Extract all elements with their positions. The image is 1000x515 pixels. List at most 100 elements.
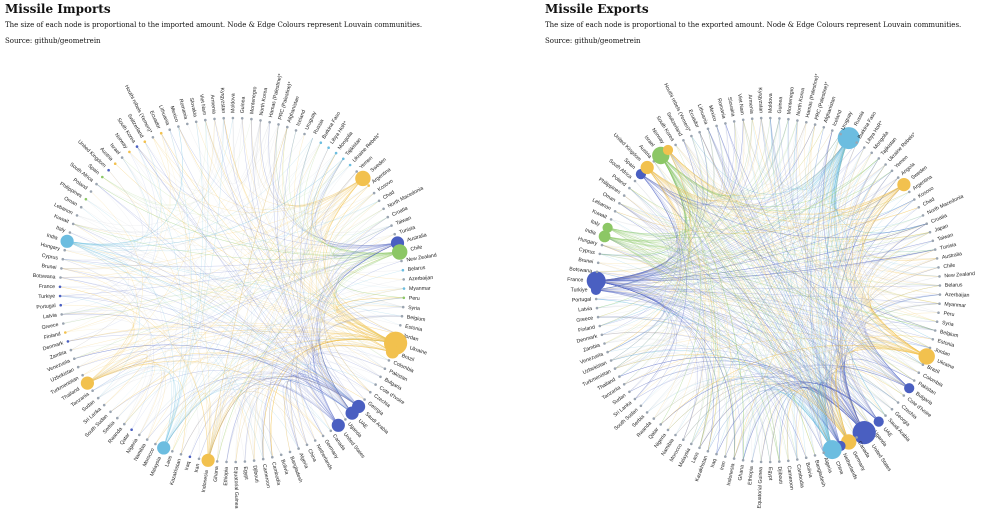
node-united-states <box>331 418 345 432</box>
chord-edge <box>216 251 400 462</box>
imports-title: Missile Imports <box>5 2 111 16</box>
chord-edge <box>786 393 833 461</box>
chord-edge <box>733 184 905 459</box>
chord-edge <box>842 223 927 433</box>
chord-edge <box>136 146 183 448</box>
node-romania <box>186 122 189 126</box>
chord-edge <box>647 167 849 443</box>
node-croatia <box>925 222 928 225</box>
chord-edge <box>61 122 270 315</box>
chord-edge <box>596 280 735 459</box>
label-peru: Peru <box>943 311 955 318</box>
chord-edge <box>699 132 865 433</box>
chord-edge <box>805 127 833 450</box>
chord-edge <box>284 338 396 452</box>
label-portugal: Portugal <box>572 297 592 304</box>
chord-edge <box>792 120 833 450</box>
chord-edge <box>660 155 833 450</box>
chord-edge <box>217 339 396 462</box>
chord-edge <box>831 138 910 389</box>
node-moldova <box>769 116 772 120</box>
node-switzerland <box>143 140 147 143</box>
chord-edge <box>871 240 936 263</box>
chord-edge <box>74 251 400 359</box>
node-serbia <box>645 411 649 414</box>
label-cameroon: Cameroon <box>261 464 271 489</box>
chord-edge <box>604 236 709 448</box>
chord-edge <box>607 158 879 238</box>
chord-edge <box>262 339 396 460</box>
chord-edge <box>334 225 400 261</box>
chord-edge <box>334 319 399 344</box>
label-botswana: Botswana <box>33 273 56 281</box>
chord-edge <box>67 158 344 247</box>
label-cyprus: Cyprus <box>578 247 596 256</box>
chord-edge <box>292 138 353 414</box>
chord-edge <box>596 223 927 282</box>
chord-edge <box>298 142 369 214</box>
chord-edge <box>660 125 726 198</box>
chord-edge <box>60 295 353 414</box>
label-djibouti: Djibouti <box>251 465 259 483</box>
chord-edge <box>67 241 359 407</box>
node-cote-d-ivoire <box>374 383 377 386</box>
chord-edge <box>660 155 919 373</box>
chord-edge <box>667 149 886 416</box>
chord-edge <box>268 122 398 246</box>
node-chile <box>937 266 940 269</box>
label-new-zealand: New Zealand <box>406 252 437 263</box>
node-iceland <box>831 129 834 132</box>
label-cambodia: Cambodia <box>795 464 805 488</box>
chord-edge <box>601 137 849 336</box>
chord-edge <box>596 298 910 389</box>
chord-edge <box>861 184 938 322</box>
chord-edge <box>601 173 679 336</box>
chord-edge <box>596 280 664 344</box>
chord-edge <box>316 216 388 414</box>
chord-edge <box>647 167 872 428</box>
chord-edge <box>318 242 398 414</box>
chord-edge <box>860 184 931 349</box>
chord-edge <box>770 117 879 422</box>
chord-edge <box>604 236 841 447</box>
label-equatorial-guinea: Equatorial Guinea <box>232 467 239 509</box>
node-uzbekistan <box>76 365 80 369</box>
chord-edge <box>163 129 192 448</box>
chord-edge <box>82 178 364 376</box>
chord-edge <box>675 382 849 443</box>
label-china: China <box>834 461 845 476</box>
node-bulgaria <box>904 383 915 394</box>
chord-edge <box>307 158 364 215</box>
chord-edge <box>61 183 138 269</box>
node-serbia <box>116 416 119 420</box>
chord-edge <box>172 393 212 461</box>
label-iraq: Iraq <box>184 461 192 471</box>
chord-edge <box>646 376 833 450</box>
chord-edge <box>825 303 940 450</box>
chord-edge <box>818 130 879 422</box>
chord-edge <box>660 155 886 210</box>
chord-edge <box>852 184 905 396</box>
chord-edge <box>833 138 924 365</box>
chord-edge <box>819 383 865 447</box>
label-peru: Peru <box>409 295 420 301</box>
chord-edge <box>311 152 396 344</box>
chord-edge <box>835 138 939 268</box>
chord-edge <box>596 152 872 282</box>
chord-edge <box>596 184 905 273</box>
label-viet-nam: Viet Nam <box>198 94 207 116</box>
label-denmark: Denmark <box>576 333 598 344</box>
node-cote-d-ivoire <box>902 394 906 397</box>
chord-edge <box>207 142 321 461</box>
label-slovakia: Slovakia <box>726 97 736 118</box>
chord-edge <box>136 146 398 247</box>
chord-edge <box>604 231 931 256</box>
label-chile: Chile <box>943 263 956 271</box>
chord-edge <box>244 316 403 462</box>
node-lebanon <box>75 214 79 217</box>
chord-edge <box>640 173 905 222</box>
chord-edge <box>854 184 910 389</box>
chord-edge <box>829 134 927 357</box>
chord-edge <box>779 118 833 450</box>
chord-edge <box>614 354 849 443</box>
